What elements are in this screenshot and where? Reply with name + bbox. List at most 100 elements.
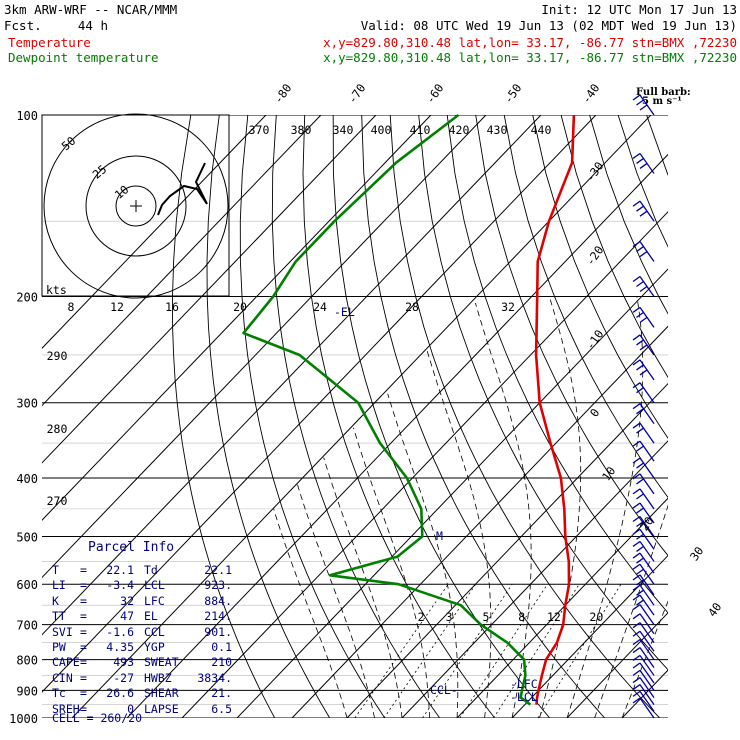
parcel-eq: = [80,609,87,624]
dry-adiabat-410 [646,115,668,176]
wind-barb-29 [632,647,655,668]
isotherm--20 [291,325,668,718]
marker-lcl: -LCL [510,690,538,704]
wind-barb-16 [632,515,655,537]
isotherm-40 [621,669,668,718]
isotherm-0 [401,440,668,718]
isotherm-10 [456,497,668,718]
speed-tick-28: 28 [405,300,419,314]
parcel-k2-5: YGP [144,640,165,654]
dry-adiabat-370 [532,115,668,439]
parcel-eq: = [80,670,87,685]
wind-barb-1 [632,152,655,174]
isotherm--60 [71,115,652,718]
moist-adiabat--10 [273,508,348,718]
wind-barb-32 [632,669,655,691]
isotherm--70 [42,115,597,693]
wind-barb-36 [632,697,655,719]
dry-adiabat-360 [503,115,668,499]
pressure-label-100: 100 [16,109,38,123]
pressure-label-800: 800 [16,654,38,668]
pressure-label-700: 700 [16,619,38,633]
mixing-line-12 [493,584,580,718]
speed-tick-32: 32 [501,300,515,314]
parcel-k1-5: PW [52,640,66,654]
wind-barb-12 [632,457,655,479]
wind-barb-20 [632,563,655,585]
isotherm--40 [181,211,668,718]
wind-barb-15 [632,502,655,524]
parcel-v2-3: 214. [204,609,232,624]
mixing-line-2 [354,583,449,718]
wind-barb-0 [632,94,655,116]
parcel-k1-0: T [52,563,59,577]
pressure-label-400: 400 [16,472,38,486]
dry-adiabat-350 [475,115,668,557]
isotherm--10 [346,382,668,718]
isotherm--90 [42,115,487,579]
dry-adiabat-390 [589,115,668,315]
speed-tick-24: 24 [313,300,327,314]
dry-adiabat-430 [704,115,740,731]
mixing-label-2: 2 [418,610,425,624]
moist-adiabat-35 [594,504,668,718]
parcel-k1-8: Tc [52,686,66,701]
mixing-line-5 [422,584,513,718]
hodograph-ring-2 [115,185,157,227]
wind-barb-31 [632,662,655,684]
hodograph-unit: kts [46,283,67,297]
parcel-k2-0: Td [144,563,158,577]
pressure-label-900: 900 [16,684,38,698]
wind-barb-34 [632,684,655,705]
dry-adiabat-250 [172,115,276,718]
mixing-label-12: 12 [547,610,561,624]
hodograph-frame [41,114,230,297]
dry-adiabat-260 [206,115,331,718]
marker-lfc: -LFC [510,677,538,691]
speed-tick-16: 16 [165,300,179,314]
wind-barb-26 [632,622,655,644]
parcel-v2-9: 6.5 [211,701,232,716]
speed-tick-8: 8 [68,300,75,314]
theta-label-top-1: 380 [291,123,312,137]
dry-adiabat-270 [239,115,386,718]
parcel-v2-6: 210 [211,655,232,670]
parcel-v1-1: -3.4 [106,578,134,593]
wind-barb-25 [632,613,655,635]
hodograph-ring-label-2: 10 [112,182,132,202]
isotherm-30 [566,612,668,718]
temp-tick-30: 30 [687,544,706,563]
parcel-v1-4: -1.6 [106,624,134,639]
dry-adiabat-340 [446,115,668,614]
parcel-v2-0: 22.1 [204,563,232,577]
wind-barb-18 [632,540,655,562]
parcel-v1-3: 47 [120,609,134,624]
wind-barb-17 [632,528,655,550]
hodograph-ring-1 [85,155,187,257]
wind-barb-2 [632,200,655,222]
wind-barb-19 [632,552,655,574]
parcel-k2-2: LFC [144,593,165,608]
temp-tick--50: -50 [501,81,524,106]
wind-barb-13 [632,473,655,495]
pressure-label-200: 200 [16,291,38,305]
wind-barbs [632,94,655,719]
parcel-k2-7: HWBZ [144,670,172,685]
parcel-k1-1: LI [52,578,66,593]
parcel-v2-8: 21. [211,686,232,701]
hodograph-trace [157,162,208,216]
parcel-k2-9: LAPSE [144,701,179,716]
moist-adiabat-5 [353,427,430,718]
forecast-hour: 44 h [78,18,108,33]
moist-adiabat-0 [323,457,403,718]
isotherm--30 [236,268,668,718]
wind-barb-21 [632,574,655,596]
theta-label-top-7: 440 [531,123,552,137]
temp-tick-40: 40 [705,600,724,619]
parcel-v1-7: -27 [113,670,134,685]
marker-ccl: CCL- [430,683,458,697]
dry-adiabat-400 [617,115,668,248]
wind-barb-11 [632,440,655,462]
parcel-v1-9: 0 [127,701,134,716]
forecast-label: Fcst. [4,18,42,33]
